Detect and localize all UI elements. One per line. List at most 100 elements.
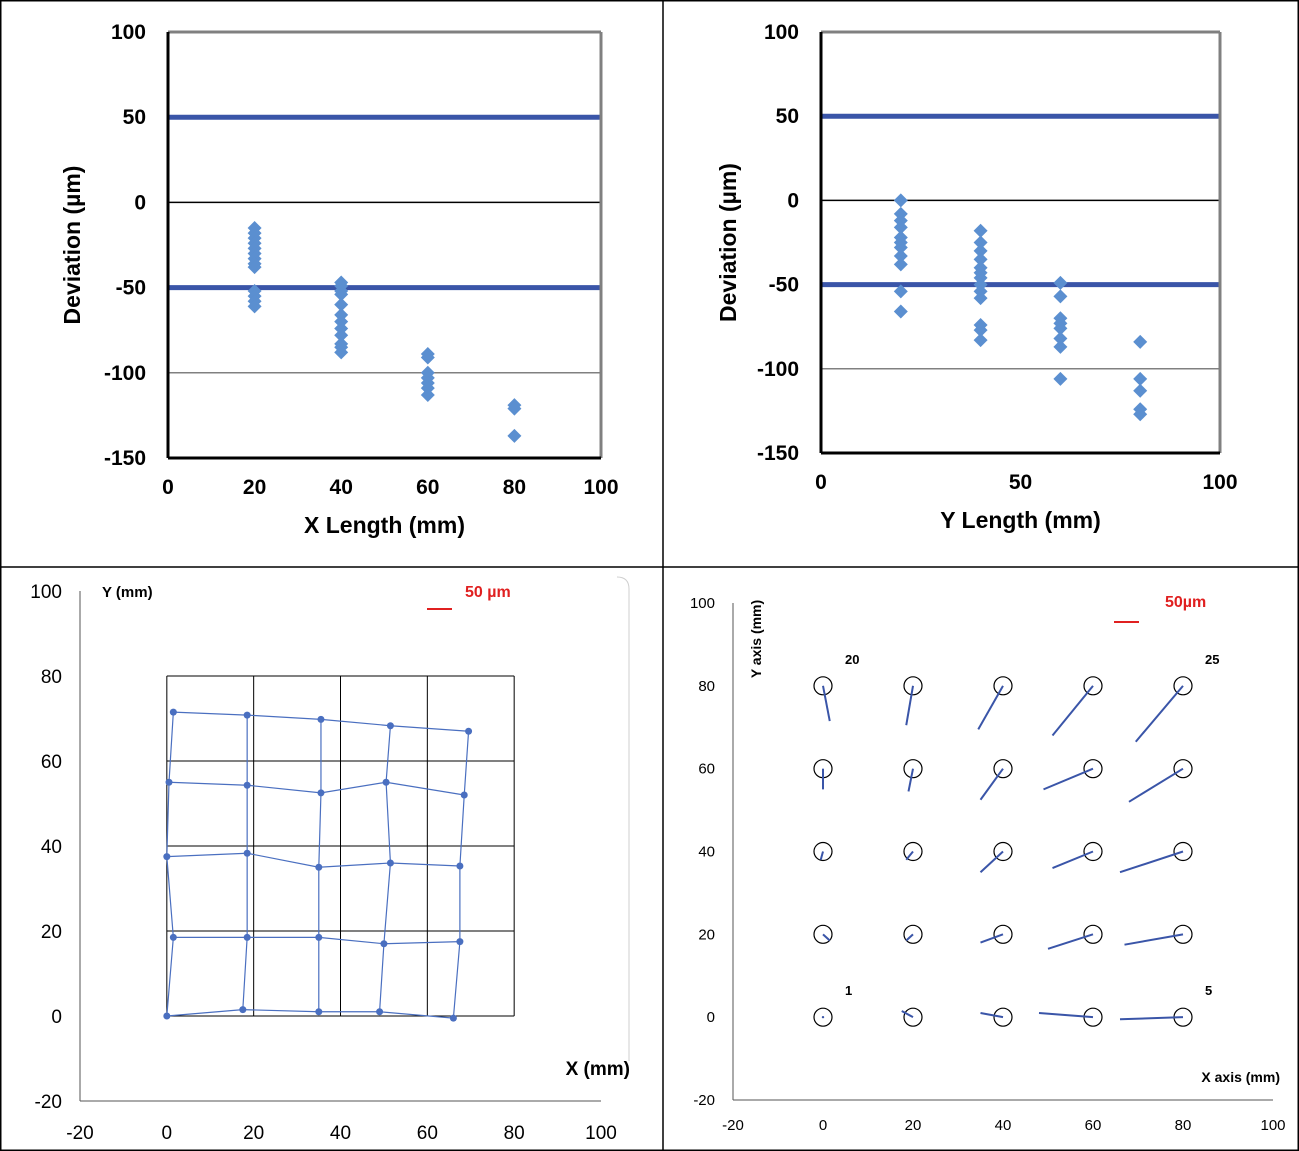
node-circle — [1083, 759, 1103, 779]
data-point — [973, 235, 988, 250]
mesh-point — [315, 863, 323, 871]
y-tick-label: 60 — [698, 761, 715, 778]
error-vector — [822, 933, 831, 942]
y-tick-label: 100 — [764, 21, 799, 44]
mesh-point — [380, 940, 388, 948]
y-tick-label: -20 — [693, 1092, 715, 1109]
data-point — [893, 240, 908, 255]
y-tick-label: 50 — [123, 106, 146, 129]
mesh-point — [163, 853, 171, 861]
x-tick-label: 100 — [583, 476, 618, 499]
data-point — [1053, 339, 1068, 354]
x-axis-title: X axis (mm) — [1201, 1069, 1280, 1085]
y-tick-label: 0 — [134, 191, 146, 214]
data-point — [893, 304, 908, 319]
node-circle — [993, 1007, 1013, 1027]
error-vector — [1134, 685, 1184, 743]
node-circle — [1173, 924, 1193, 944]
mesh-point — [239, 1006, 247, 1014]
error-vector — [821, 1015, 825, 1019]
data-point — [507, 401, 522, 416]
node-circle — [993, 924, 1013, 944]
data-point — [334, 345, 349, 360]
data-point — [1053, 275, 1068, 290]
y-axis-title: Y (mm) — [102, 584, 153, 601]
x-tick-label: 50 — [1009, 471, 1032, 494]
mesh-point — [456, 938, 464, 946]
y-tick-label: 50 — [776, 105, 799, 128]
node-circle — [903, 1007, 923, 1027]
node-circle — [993, 759, 1013, 779]
data-point — [973, 333, 988, 348]
y-tick-label: -20 — [35, 1092, 62, 1113]
data-point — [893, 284, 908, 299]
node-circle — [903, 924, 923, 944]
mesh-point — [317, 715, 325, 723]
x-tick-label: 0 — [819, 1117, 827, 1134]
x-tick-label: -20 — [722, 1117, 744, 1134]
mesh-point — [163, 1012, 171, 1020]
data-point — [334, 287, 349, 302]
node-circle — [1083, 841, 1103, 862]
error-vector — [1119, 850, 1184, 874]
error-vector — [1052, 850, 1094, 869]
data-point — [1133, 407, 1148, 422]
mesh-column-line — [378, 725, 392, 1012]
x-tick-label: 0 — [162, 1123, 173, 1144]
node-circle — [813, 676, 833, 696]
data-point — [973, 223, 988, 238]
error-vector — [980, 933, 1004, 944]
data-point — [973, 243, 988, 258]
data-point — [247, 260, 262, 275]
mesh-point — [465, 727, 473, 735]
node-circle — [993, 676, 1013, 696]
error-vector — [901, 1010, 914, 1019]
mesh-row-line — [168, 781, 465, 796]
error-vector — [1038, 1012, 1094, 1019]
error-vector — [1043, 767, 1094, 791]
data-point — [893, 257, 908, 272]
data-point — [420, 387, 435, 402]
data-point — [1053, 371, 1068, 386]
error-vector — [907, 768, 914, 792]
x-tick-label: 60 — [417, 1123, 438, 1144]
node-circle — [993, 841, 1013, 862]
y-axis-title: Y axis (mm) — [748, 600, 764, 678]
scale-bar-label: 50 µm — [465, 584, 511, 601]
x-tick-label: 60 — [1085, 1117, 1102, 1134]
error-vector — [1124, 933, 1184, 946]
error-vector — [905, 685, 914, 726]
y-tick-label: -150 — [757, 442, 799, 465]
data-point — [507, 428, 522, 443]
x-tick-label: 100 — [585, 1123, 617, 1144]
y-tick-label: 40 — [41, 837, 62, 858]
mesh-point — [386, 722, 394, 730]
data-point — [1133, 334, 1148, 349]
point-number-label: 20 — [845, 652, 859, 667]
x-tick-label: 40 — [330, 1123, 351, 1144]
node-circle — [1173, 759, 1193, 779]
data-point — [893, 220, 908, 235]
data-point — [420, 350, 435, 365]
y-axis-title: Deviation (µm) — [715, 163, 741, 322]
point-number-label: 1 — [845, 983, 852, 998]
mesh-point — [169, 933, 177, 941]
data-point — [1053, 331, 1068, 346]
y-deviation-chart: -150 -100 -50 0 50 100 0 50 100 Y Length (mm) Devi… — [715, 21, 1238, 533]
y-tick-label: 40 — [698, 844, 715, 861]
x-tick-label: 20 — [243, 1123, 264, 1144]
data-point — [893, 248, 908, 263]
x-tick-label: 80 — [503, 476, 526, 499]
error-vector — [819, 851, 824, 861]
y-tick-label: 80 — [698, 678, 715, 695]
y-tick-label: 100 — [690, 595, 715, 612]
x-tick-label: 20 — [905, 1117, 922, 1134]
error-vector — [979, 850, 1004, 873]
error-vector — [977, 685, 1004, 730]
y-tick-label: -100 — [104, 362, 146, 385]
mesh-point — [243, 933, 251, 941]
